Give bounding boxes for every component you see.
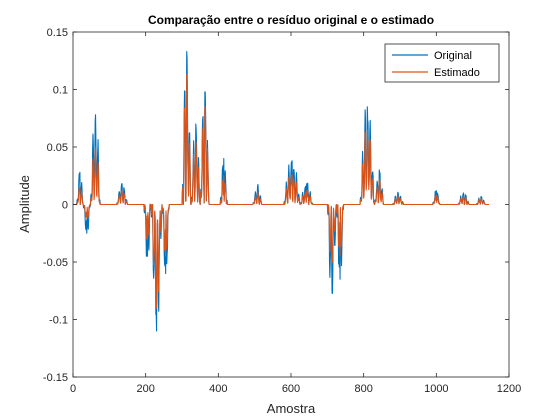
y-tick-label: 0.05 (47, 142, 68, 154)
x-tick-label: 1200 (497, 383, 521, 395)
chart-title: Comparação entre o resíduo original e o … (148, 13, 434, 27)
y-tick-label: -0.1 (49, 315, 68, 327)
y-tick-label: 0.15 (47, 27, 68, 39)
y-tick-label: 0.1 (53, 85, 68, 97)
series-line-estimado (72, 74, 490, 309)
x-tick-label: 600 (282, 383, 300, 395)
x-tick-label: 400 (209, 383, 227, 395)
x-ticks: 0 200 400 600 800 1000 1200 (70, 32, 521, 395)
plot-lines (72, 51, 490, 332)
x-tick-label: 800 (354, 383, 372, 395)
legend-box (384, 43, 500, 83)
x-tick-label: 1000 (424, 383, 448, 395)
y-tick-label: -0.05 (43, 257, 68, 269)
legend-label-estimado: Estimado (434, 67, 480, 79)
y-axis-label: Amplitude (17, 175, 32, 233)
y-tick-label: -0.15 (43, 372, 68, 384)
x-tick-label: 200 (136, 383, 154, 395)
legend-label-original: Original (434, 50, 472, 62)
x-axis-label: Amostra (267, 401, 316, 416)
x-tick-label: 0 (70, 383, 76, 395)
plot-area (73, 32, 509, 377)
legend: Original Estimado (384, 43, 500, 83)
y-ticks: -0.15 -0.1 -0.05 0 0.05 0.1 0.15 (43, 27, 509, 384)
y-tick-label: 0 (62, 200, 68, 212)
